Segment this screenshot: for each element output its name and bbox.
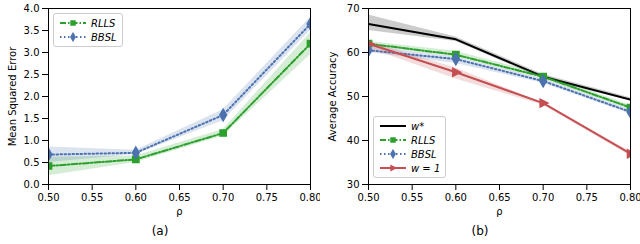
- svg-text:0.55: 0.55: [401, 192, 423, 203]
- svg-text:0.75: 0.75: [256, 192, 278, 203]
- svg-text:0.65: 0.65: [488, 192, 510, 203]
- html-text:RLLS: RLLS: [411, 134, 436, 146]
- svg-text:0.0: 0.0: [24, 179, 40, 190]
- svg-text:0.55: 0.55: [81, 192, 103, 203]
- svg-text:ρ: ρ: [176, 206, 182, 217]
- html-text:RLLS: RLLS: [91, 17, 116, 29]
- svg-text:1.0: 1.0: [24, 135, 40, 146]
- html-text:BBSL: BBSL: [91, 31, 117, 43]
- svg-text:Average Accuracy: Average Accuracy: [327, 51, 338, 141]
- svg-text:0.60: 0.60: [445, 192, 467, 203]
- svg-text:0.60: 0.60: [125, 192, 147, 203]
- html-text:w*: w*: [411, 120, 425, 132]
- svg-text:4.0: 4.0: [24, 3, 40, 14]
- svg-text:3.5: 3.5: [24, 25, 40, 36]
- svg-text:60: 60: [347, 47, 360, 58]
- svg-text:40: 40: [347, 135, 360, 146]
- html-text:(a): (a): [151, 224, 169, 238]
- svg-text:2.5: 2.5: [24, 69, 40, 80]
- svg-text:Mean Squared Error: Mean Squared Error: [7, 46, 18, 146]
- svg-text:30: 30: [347, 179, 360, 190]
- svg-text:0.75: 0.75: [576, 192, 598, 203]
- svg-text:0.70: 0.70: [532, 192, 554, 203]
- svg-text:0.5: 0.5: [24, 157, 40, 168]
- html-text:w = 1: w = 1: [411, 162, 441, 174]
- svg-text:0.80: 0.80: [619, 192, 640, 203]
- svg-text:0.50: 0.50: [37, 192, 59, 203]
- svg-text:0.80: 0.80: [299, 192, 320, 203]
- html-text:BBSL: BBSL: [411, 148, 437, 160]
- svg-text:0.70: 0.70: [212, 192, 234, 203]
- svg-text:70: 70: [347, 3, 360, 14]
- svg-text:ρ: ρ: [496, 206, 502, 217]
- svg-text:50: 50: [347, 91, 360, 102]
- svg-text:1.5: 1.5: [24, 113, 40, 124]
- html-text:(b): (b): [471, 224, 489, 238]
- svg-text:0.50: 0.50: [357, 192, 379, 203]
- svg-text:3.0: 3.0: [24, 47, 40, 58]
- svg-text:0.65: 0.65: [168, 192, 190, 203]
- svg-text:2.0: 2.0: [24, 91, 40, 102]
